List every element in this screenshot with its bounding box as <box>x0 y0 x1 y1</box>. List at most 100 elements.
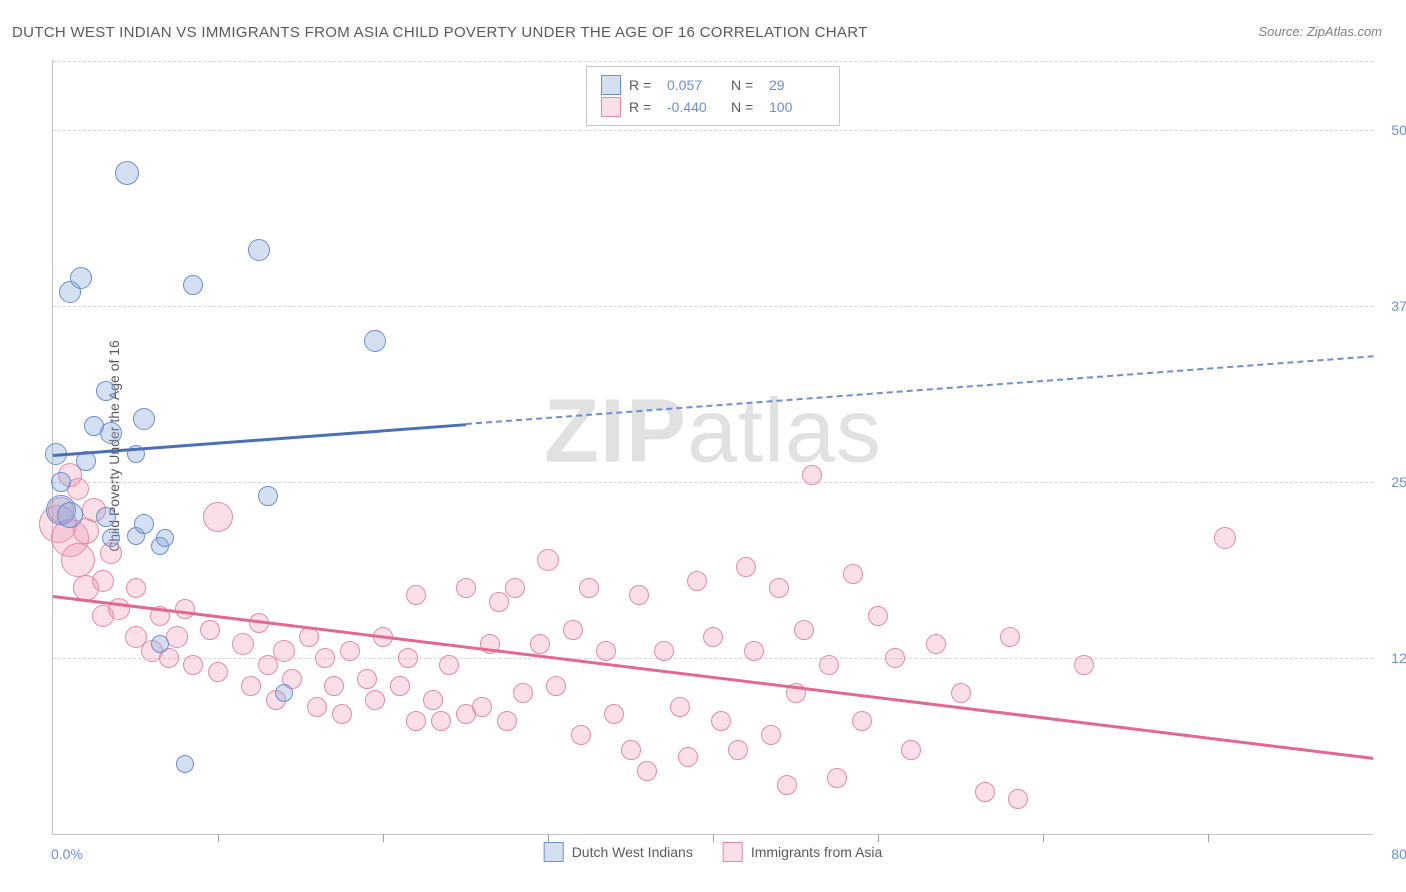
swatch-pink <box>601 97 621 117</box>
data-point <box>406 711 426 731</box>
data-point <box>96 507 116 527</box>
xtick <box>713 834 714 842</box>
data-point <box>92 570 114 592</box>
watermark-bold: ZIP <box>544 381 687 481</box>
data-point <box>885 648 905 668</box>
data-point <box>183 275 203 295</box>
data-point <box>843 564 863 584</box>
chart-area: ZIPatlas R = 0.057 N = 29 R = -0.440 N =… <box>52 60 1373 835</box>
data-point <box>761 725 781 745</box>
data-point <box>175 599 195 619</box>
swatch-blue <box>601 75 621 95</box>
ytick-label: 37.5% <box>1379 298 1406 314</box>
stat-n-label: N = <box>731 99 761 115</box>
data-point <box>654 641 674 661</box>
data-point <box>868 606 888 626</box>
x-origin-label: 0.0% <box>51 846 83 862</box>
legend-blue-label: Dutch West Indians <box>572 844 693 860</box>
data-point <box>827 768 847 788</box>
data-point <box>406 585 426 605</box>
gridline-h <box>53 658 1373 659</box>
data-point <box>203 502 233 532</box>
xtick <box>1043 834 1044 842</box>
xtick <box>548 834 549 842</box>
data-point <box>637 761 657 781</box>
data-point <box>777 775 797 795</box>
data-point <box>975 782 995 802</box>
data-point <box>621 740 641 760</box>
ytick-label: 25.0% <box>1379 474 1406 490</box>
stat-r-label: R = <box>629 77 659 93</box>
data-point <box>819 655 839 675</box>
stats-row-blue: R = 0.057 N = 29 <box>601 75 825 95</box>
data-point <box>728 740 748 760</box>
data-point <box>200 620 220 640</box>
data-point <box>390 676 410 696</box>
data-point <box>208 662 228 682</box>
stats-row-pink: R = -0.440 N = 100 <box>601 97 825 117</box>
data-point <box>1000 627 1020 647</box>
swatch-blue-icon <box>544 842 564 862</box>
data-point <box>115 161 139 185</box>
data-point <box>176 755 194 773</box>
data-point <box>497 711 517 731</box>
stat-n-blue: 29 <box>769 77 825 93</box>
data-point <box>133 408 155 430</box>
data-point <box>579 578 599 598</box>
data-point <box>357 669 377 689</box>
data-point <box>275 684 293 702</box>
swatch-pink-icon <box>723 842 743 862</box>
data-point <box>315 648 335 668</box>
data-point <box>472 697 492 717</box>
data-point <box>687 571 707 591</box>
data-point <box>258 486 278 506</box>
data-point <box>183 655 203 675</box>
xtick <box>878 834 879 842</box>
legend-item-blue: Dutch West Indians <box>544 842 693 862</box>
data-point <box>108 598 130 620</box>
data-point <box>670 697 690 717</box>
gridline-h <box>53 306 1373 307</box>
stat-n-pink: 100 <box>769 99 825 115</box>
data-point <box>61 543 95 577</box>
stat-r-label: R = <box>629 99 659 115</box>
data-point <box>852 711 872 731</box>
data-point <box>70 267 92 289</box>
data-point <box>324 676 344 696</box>
data-point <box>546 676 566 696</box>
stat-r-blue: 0.057 <box>667 77 723 93</box>
data-point <box>340 641 360 661</box>
source-label: Source: ZipAtlas.com <box>1258 24 1382 39</box>
legend-bottom: Dutch West Indians Immigrants from Asia <box>544 842 883 862</box>
data-point <box>1074 655 1094 675</box>
xtick <box>218 834 219 842</box>
data-point <box>57 502 83 528</box>
stat-r-pink: -0.440 <box>667 99 723 115</box>
data-point <box>489 592 509 612</box>
data-point <box>596 641 616 661</box>
data-point <box>248 239 270 261</box>
data-point <box>151 635 169 653</box>
data-point <box>901 740 921 760</box>
gridline-h <box>53 482 1373 483</box>
gridline-h <box>53 61 1373 62</box>
data-point <box>102 529 120 547</box>
chart-title: DUTCH WEST INDIAN VS IMMIGRANTS FROM ASI… <box>12 24 868 41</box>
x-max-label: 80.0% <box>1379 846 1406 862</box>
data-point <box>456 578 476 598</box>
data-point <box>100 422 122 444</box>
data-point <box>51 472 71 492</box>
data-point <box>711 711 731 731</box>
data-point <box>126 578 146 598</box>
data-point <box>439 655 459 675</box>
stats-box: R = 0.057 N = 29 R = -0.440 N = 100 <box>586 66 840 126</box>
data-point <box>232 633 254 655</box>
data-point <box>744 641 764 661</box>
data-point <box>505 578 525 598</box>
data-point <box>951 683 971 703</box>
data-point <box>513 683 533 703</box>
data-point <box>537 549 559 571</box>
data-point <box>736 557 756 577</box>
data-point <box>926 634 946 654</box>
xtick <box>1208 834 1209 842</box>
